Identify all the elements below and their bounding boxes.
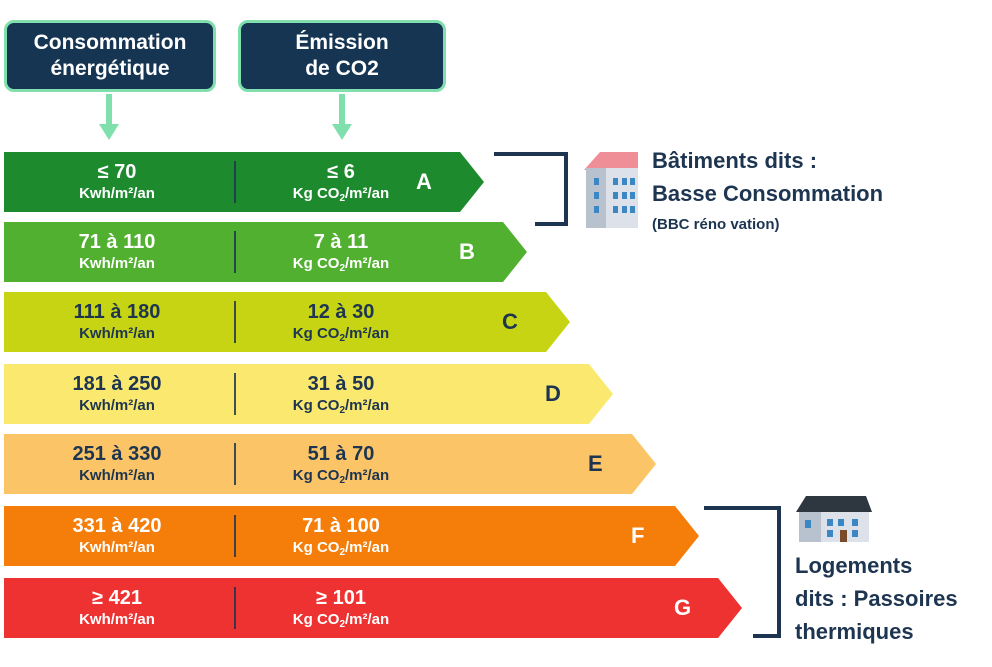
- consumption-range: 331 à 420: [72, 515, 162, 537]
- bbc-subtitle: (BBC réno vation): [652, 216, 780, 233]
- consumption-cell: 71 à 110 Kwh/m²/an: [4, 226, 230, 278]
- column-divider: [234, 373, 236, 415]
- energy-class-letter: G: [674, 595, 692, 620]
- consumption-cell: 111 à 180 Kwh/m²/an: [4, 296, 230, 348]
- consumption-cell: 251 à 330 Kwh/m²/an: [4, 438, 230, 490]
- band-shape: [4, 222, 527, 282]
- emission-range: 31 à 50: [307, 373, 375, 395]
- consumption-range: ≥ 421: [92, 587, 142, 609]
- emission-cell: 71 à 100 Kg CO2/m²/an: [238, 510, 444, 562]
- passoires-title-line1: Logements: [795, 553, 913, 578]
- emission-arrow-icon: [332, 94, 352, 140]
- energy-class-letter: C: [502, 309, 518, 334]
- consumption-header-line2: énergétique: [50, 57, 170, 80]
- energy-class-letter: E: [588, 451, 603, 476]
- emission-unit: Kg CO2/m²/an: [292, 611, 390, 630]
- band-d: 181 à 250 Kwh/m²/an 31 à 50 Kg CO2/m²/an D: [4, 364, 613, 424]
- consumption-range: 71 à 110: [78, 231, 156, 253]
- band-shape: [4, 364, 613, 424]
- emission-cell: 51 à 70 Kg CO2/m²/an: [238, 438, 444, 490]
- consumption-unit: Kwh/m²/an: [79, 185, 155, 202]
- band-e: 251 à 330 Kwh/m²/an 51 à 70 Kg CO2/m²/an E: [4, 434, 656, 494]
- consumption-cell: ≤ 70 Kwh/m²/an: [4, 156, 230, 208]
- column-divider: [234, 443, 236, 485]
- bbc-title-line1: Bâtiments dits :: [652, 148, 818, 173]
- emission-unit: Kg CO2/m²/an: [292, 255, 390, 274]
- emission-header-line2: de CO2: [305, 57, 379, 80]
- emission-header-line1: Émission: [295, 31, 389, 54]
- emission-range: ≤ 6: [327, 161, 355, 183]
- emission-range: 7 à 11: [313, 231, 369, 253]
- passoires-title-line3: thermiques: [795, 619, 914, 644]
- column-divider: [234, 231, 236, 273]
- band-shape: [4, 292, 570, 352]
- consumption-header: Consommation énergétique: [4, 20, 216, 92]
- emission-unit: Kg CO2/m²/an: [292, 325, 390, 344]
- bbc-bracket: [494, 152, 568, 226]
- emission-unit: Kg CO2/m²/an: [292, 185, 390, 204]
- emission-header: Émission de CO2: [238, 20, 446, 92]
- consumption-unit: Kwh/m²/an: [79, 539, 155, 556]
- band-a: ≤ 70 Kwh/m²/an ≤ 6 Kg CO2/m²/an A: [4, 152, 484, 212]
- emission-unit: Kg CO2/m²/an: [292, 397, 390, 416]
- band-b: 71 à 110 Kwh/m²/an 7 à 11 Kg CO2/m²/an B: [4, 222, 527, 282]
- band-shape: [4, 578, 742, 638]
- band-shape: [4, 506, 699, 566]
- energy-class-letter: F: [631, 523, 645, 548]
- emission-unit: Kg CO2/m²/an: [292, 539, 390, 558]
- emission-range: ≥ 101: [316, 587, 366, 609]
- consumption-unit: Kwh/m²/an: [79, 325, 155, 342]
- band-g: ≥ 421 Kwh/m²/an ≥ 101 Kg CO2/m²/an G: [4, 578, 742, 638]
- consumption-unit: Kwh/m²/an: [79, 611, 155, 628]
- consumption-cell: ≥ 421 Kwh/m²/an: [4, 582, 230, 634]
- band-f: 331 à 420 Kwh/m²/an 71 à 100 Kg CO2/m²/an F: [4, 506, 699, 566]
- consumption-header-line1: Consommation: [33, 31, 187, 54]
- band-shape: [4, 434, 656, 494]
- energy-class-letter: A: [416, 169, 432, 194]
- consumption-range: 181 à 250: [72, 373, 162, 395]
- emission-cell: 31 à 50 Kg CO2/m²/an: [238, 368, 444, 420]
- band-shape: [4, 152, 484, 212]
- consumption-range: 251 à 330: [72, 443, 162, 465]
- column-divider: [234, 161, 236, 203]
- emission-range: 71 à 100: [302, 515, 380, 537]
- consumption-range: 111 à 180: [73, 301, 161, 323]
- consumption-unit: Kwh/m²/an: [79, 467, 155, 484]
- passoires-title-line2: dits : Passoires: [795, 586, 958, 611]
- consumption-range: ≤ 70: [97, 161, 137, 183]
- emission-range: 51 à 70: [307, 443, 375, 465]
- consumption-unit: Kwh/m²/an: [79, 397, 155, 414]
- consumption-arrow-icon: [99, 94, 119, 140]
- emission-cell: ≥ 101 Kg CO2/m²/an: [238, 582, 444, 634]
- emission-range: 12 à 30: [307, 301, 375, 323]
- consumption-cell: 331 à 420 Kwh/m²/an: [4, 510, 230, 562]
- emission-cell: 12 à 30 Kg CO2/m²/an: [238, 296, 444, 348]
- emission-cell: ≤ 6 Kg CO2/m²/an: [238, 156, 444, 208]
- column-divider: [234, 515, 236, 557]
- consumption-cell: 181 à 250 Kwh/m²/an: [4, 368, 230, 420]
- emission-cell: 7 à 11 Kg CO2/m²/an: [238, 226, 444, 278]
- energy-class-letter: B: [459, 239, 475, 264]
- band-c: 111 à 180 Kwh/m²/an 12 à 30 Kg CO2/m²/an C: [4, 292, 570, 352]
- consumption-unit: Kwh/m²/an: [79, 255, 155, 272]
- energy-class-letter: D: [545, 381, 561, 406]
- bbc-title-line2: Basse Consommation: [652, 181, 884, 206]
- emission-unit: Kg CO2/m²/an: [292, 467, 390, 486]
- column-divider: [234, 301, 236, 343]
- column-divider: [234, 587, 236, 629]
